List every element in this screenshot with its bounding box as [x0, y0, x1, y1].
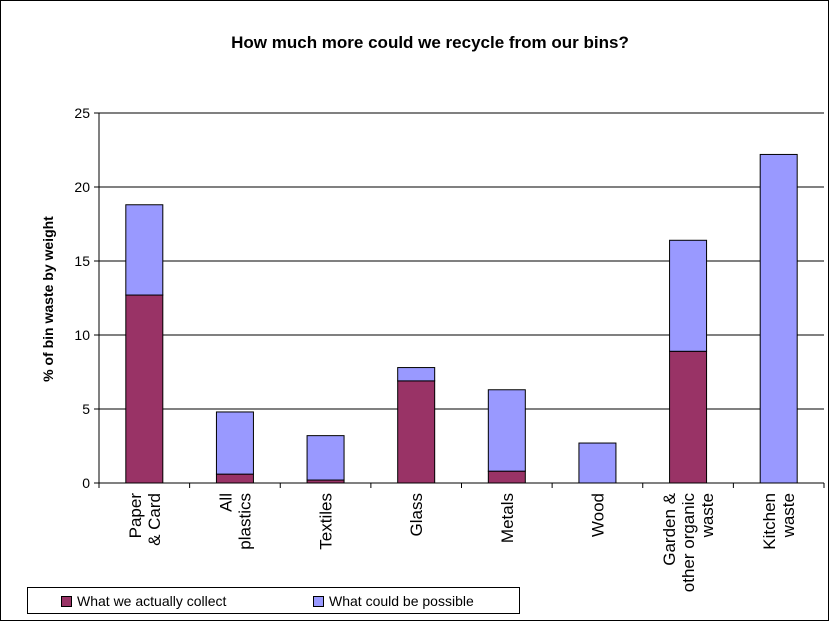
x-category-label: Textiles — [317, 493, 336, 550]
y-tick-label: 0 — [82, 475, 90, 491]
x-category-label: Paper & Card — [126, 493, 164, 546]
x-category-label-line: All — [216, 493, 235, 512]
x-category-label: All plastics — [216, 493, 254, 550]
x-category-label: Garden & other organic waste — [660, 492, 717, 592]
bar-segment-series-0 — [487, 470, 526, 484]
bar-segment-series-1 — [215, 411, 254, 475]
bar-segment-series-1 — [306, 435, 345, 481]
axes — [94, 112, 825, 488]
legend-item-collect: What we actually collect — [61, 593, 226, 609]
bar-segment-series-0 — [397, 380, 436, 484]
x-category-label-line: Wood — [588, 493, 607, 537]
x-category-label-line: other organic — [679, 493, 698, 593]
y-tick-label: 25 — [74, 105, 90, 121]
bar-segment-series-1 — [397, 367, 436, 382]
x-category-label: Glass — [407, 493, 426, 536]
bar-segment-series-0 — [215, 473, 254, 484]
chart-title: How much more could we recycle from our … — [231, 33, 629, 52]
x-category-labels: Paper & Card All plastics Textiles Glass Metal… — [126, 492, 798, 592]
y-axis-label: % of bin waste by weight — [40, 216, 56, 382]
x-category-label-line: Kitchen — [760, 493, 779, 550]
legend-label-possible: What could be possible — [329, 593, 474, 609]
bar-segment-series-1 — [578, 442, 617, 484]
gridlines — [99, 112, 824, 410]
y-tick-label: 5 — [82, 401, 90, 417]
bar-segment-series-1 — [669, 239, 708, 352]
legend-swatch-possible — [313, 595, 324, 607]
bar-segment-series-0 — [669, 350, 708, 484]
x-category-label: Metals — [498, 493, 517, 543]
y-tick-labels: 0 5 10 15 20 25 — [74, 105, 90, 491]
legend-item-possible: What could be possible — [313, 593, 474, 609]
x-category-label-line: Glass — [407, 493, 426, 536]
x-category-label-line: waste — [779, 493, 798, 538]
bar-segment-series-1 — [759, 153, 798, 484]
y-tick-label: 15 — [74, 253, 90, 269]
bars — [125, 153, 798, 484]
x-category-label-line: & Card — [145, 493, 164, 546]
bar-segment-series-1 — [125, 204, 164, 296]
x-category-label-line: Paper — [126, 493, 145, 539]
x-category-label: Kitchen waste — [760, 493, 798, 550]
bar-segment-series-1 — [487, 389, 526, 472]
x-category-label: Wood — [588, 493, 607, 537]
bar-segment-series-0 — [125, 294, 164, 484]
legend-swatch-collect — [61, 595, 72, 607]
x-category-label-line: waste — [698, 493, 717, 538]
x-category-label-line: plastics — [235, 493, 254, 550]
y-tick-label: 10 — [74, 327, 90, 343]
legend-label-collect: What we actually collect — [77, 593, 227, 609]
x-category-label-line: Garden & — [660, 492, 679, 565]
x-category-label-line: Textiles — [317, 493, 336, 550]
x-category-label-line: Metals — [498, 493, 517, 543]
y-tick-label: 20 — [74, 179, 90, 195]
legend: What we actually collect What could be p… — [27, 587, 520, 614]
